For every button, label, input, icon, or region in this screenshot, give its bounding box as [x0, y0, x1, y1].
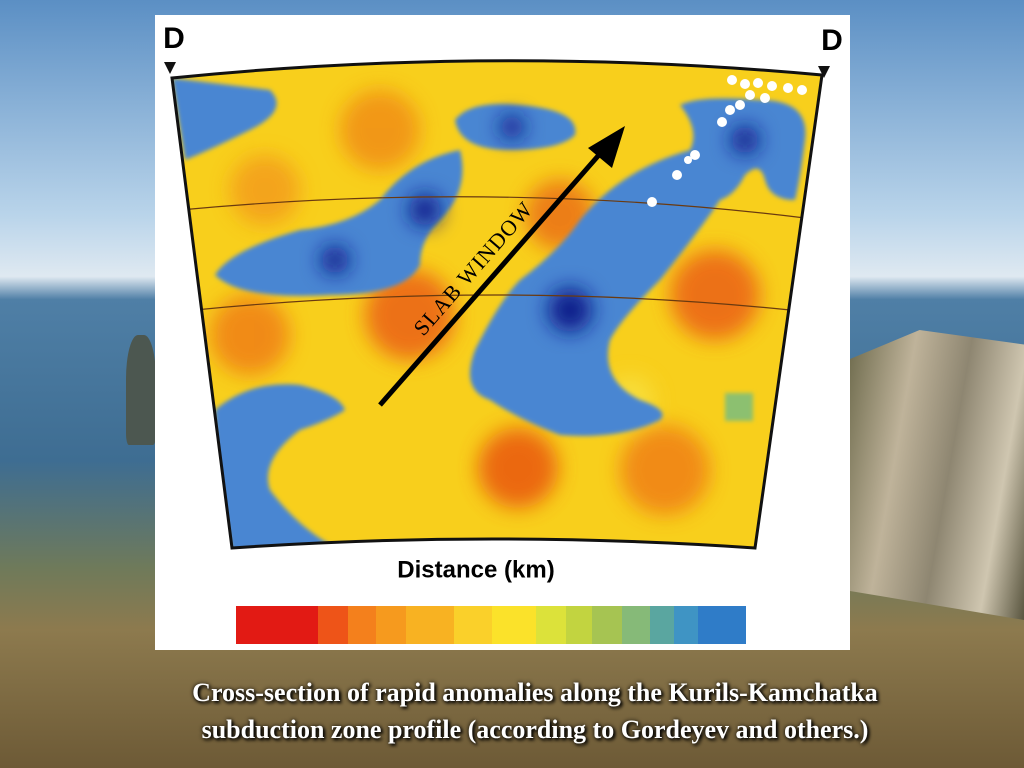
- caption: Cross-section of rapid anomalies along t…: [0, 674, 1024, 748]
- caption-line: subduction zone profile (according to Go…: [201, 715, 869, 744]
- profile-end-label: D: [821, 24, 843, 57]
- color-scale: [236, 606, 746, 644]
- figure-panel: D D SLAB WINDOW Distance (km): [155, 15, 850, 650]
- cross-section: D D SLAB WINDOW Distance (km): [163, 22, 843, 644]
- cliff: [850, 330, 1024, 620]
- profile-start-label: D: [163, 22, 185, 55]
- rock: [126, 335, 156, 445]
- axis-label: Distance (km): [397, 556, 554, 583]
- caption-line: Cross-section of rapid anomalies along t…: [192, 678, 878, 707]
